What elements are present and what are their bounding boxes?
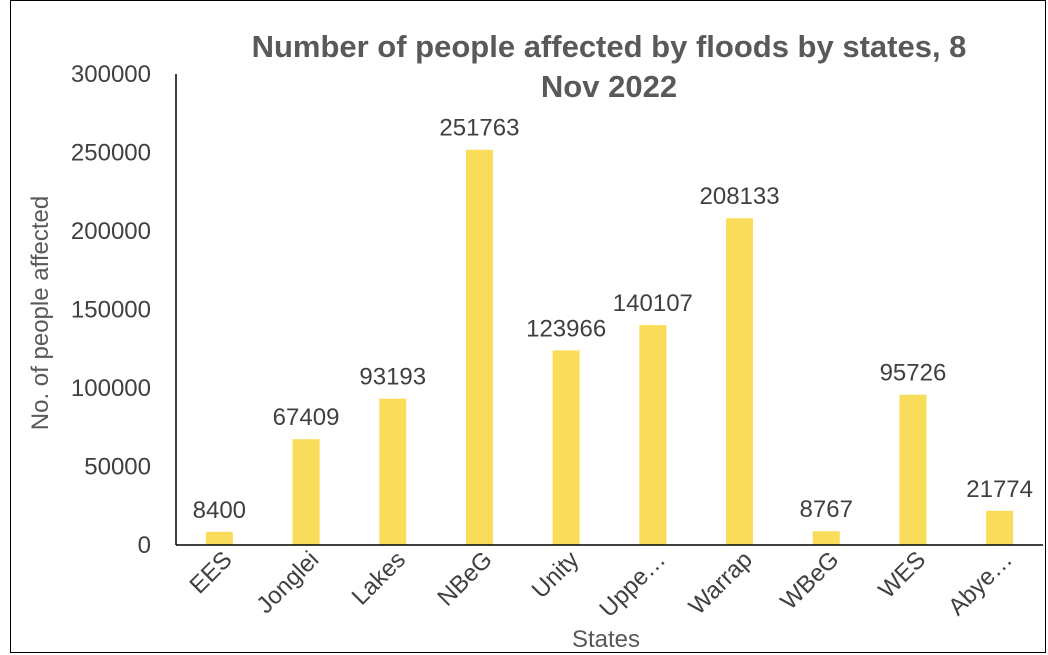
chart-title-line-2: Nov 2022 xyxy=(541,69,677,104)
bar xyxy=(465,149,493,545)
bar xyxy=(379,398,407,545)
y-tick-label: 150000 xyxy=(71,297,151,324)
x-tick-label: Warrap xyxy=(684,546,758,620)
x-tick-label: NBeG xyxy=(432,546,497,611)
data-label: 123966 xyxy=(526,315,606,342)
y-tick-label: 200000 xyxy=(71,218,151,245)
x-tick-label: EES xyxy=(185,546,238,599)
x-tick-label: Uppe… xyxy=(594,546,671,623)
chart-frame: Number of people affected by floods by s… xyxy=(10,0,1046,653)
data-label: 8767 xyxy=(800,496,853,523)
x-tick-label: WBeG xyxy=(775,546,844,615)
x-tick-label: Abye… xyxy=(943,546,1018,621)
y-tick-label: 0 xyxy=(138,532,151,559)
bar xyxy=(205,531,233,545)
x-tick-label: Unity xyxy=(527,546,585,604)
y-tick-label: 100000 xyxy=(71,375,151,402)
y-axis-ticks: 0 50000 100000 150000 200000 250000 300000 xyxy=(71,61,151,559)
data-labels: 8400 67409 93193 251763 123966 140107 208133 87… xyxy=(193,115,1033,524)
x-tick-label: WES xyxy=(873,546,931,604)
y-tick-label: 300000 xyxy=(71,61,151,88)
bar xyxy=(986,510,1014,545)
data-label: 95726 xyxy=(880,360,947,387)
data-label: 208133 xyxy=(700,183,780,210)
bars xyxy=(205,149,1014,545)
y-tick-label: 50000 xyxy=(84,454,151,481)
bar xyxy=(812,531,840,545)
bar xyxy=(292,439,320,545)
data-label: 21774 xyxy=(966,476,1033,503)
x-tick-label: Jonglei xyxy=(251,546,324,619)
data-label: 251763 xyxy=(439,115,519,142)
data-label: 93193 xyxy=(359,364,426,391)
bar-chart: Number of people affected by floods by s… xyxy=(27,29,1043,653)
bar xyxy=(639,325,667,545)
data-label: 8400 xyxy=(193,497,246,524)
chart-title-line-1: Number of people affected by floods by s… xyxy=(252,29,967,64)
x-axis-title: States xyxy=(572,626,640,653)
bar xyxy=(726,218,754,545)
bar xyxy=(552,350,580,545)
bar xyxy=(899,394,927,545)
x-axis-category-labels: EES Jonglei Lakes NBeG Unity Uppe… Warrap WBeG W… xyxy=(185,546,1018,623)
y-tick-label: 250000 xyxy=(71,140,151,167)
y-axis-title: No. of people affected xyxy=(27,196,54,430)
data-label: 67409 xyxy=(273,404,340,431)
data-label: 140107 xyxy=(613,290,693,317)
x-tick-label: Lakes xyxy=(347,546,411,610)
